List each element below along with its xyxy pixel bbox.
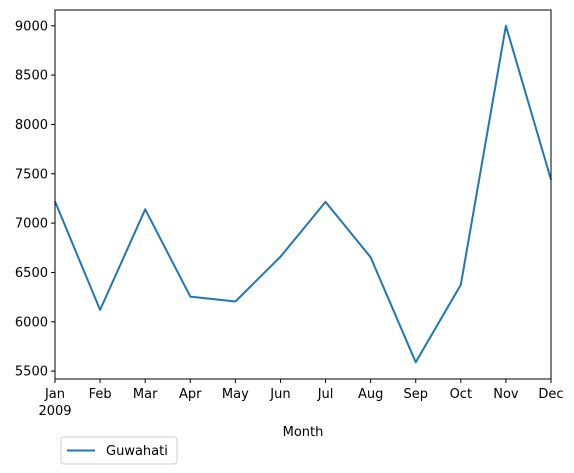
legend-label-guwahati: Guwahati [106, 444, 168, 459]
y-tick-label: 8500 [15, 69, 48, 84]
y-axis-ticks: 5500 6000 6500 7000 7500 8000 8500 9000 [15, 19, 55, 380]
x-tick-label: Feb [89, 387, 112, 402]
legend-box [60, 436, 178, 465]
y-tick-label: 6500 [15, 266, 48, 281]
y-tick-label: 5500 [15, 365, 48, 380]
x-tick-label: Jan [44, 387, 65, 402]
y-tick-label: 9000 [15, 19, 48, 34]
x-tick-label: May [222, 387, 249, 402]
x-tick-label: Mar [133, 387, 158, 402]
x-tick-label: Sep [403, 387, 428, 402]
x-year-label: 2009 [38, 404, 71, 419]
series-line-guwahati [54, 24, 552, 364]
x-tick-label: Oct [450, 387, 472, 402]
x-axis-ticks: Jan Feb Mar Apr May Jun Jul Aug Sep Oct Nov Dec [44, 379, 564, 402]
x-tick-label: Jul [317, 387, 334, 402]
y-tick-label: 8000 [15, 118, 48, 133]
x-axis-label: Month [283, 425, 324, 440]
x-tick-label: Nov [493, 387, 519, 402]
x-tick-label: Apr [179, 387, 202, 402]
x-tick-label: Dec [538, 387, 563, 402]
x-tick-label: Aug [358, 387, 383, 402]
legend: Guwahati [60, 436, 178, 465]
y-tick-label: 7500 [15, 167, 48, 182]
y-tick-label: 7000 [15, 217, 48, 232]
series-layer [54, 24, 552, 364]
y-tick-label: 6000 [15, 315, 48, 330]
axes-frame [54, 9, 552, 380]
x-tick-label: Jun [269, 387, 290, 402]
